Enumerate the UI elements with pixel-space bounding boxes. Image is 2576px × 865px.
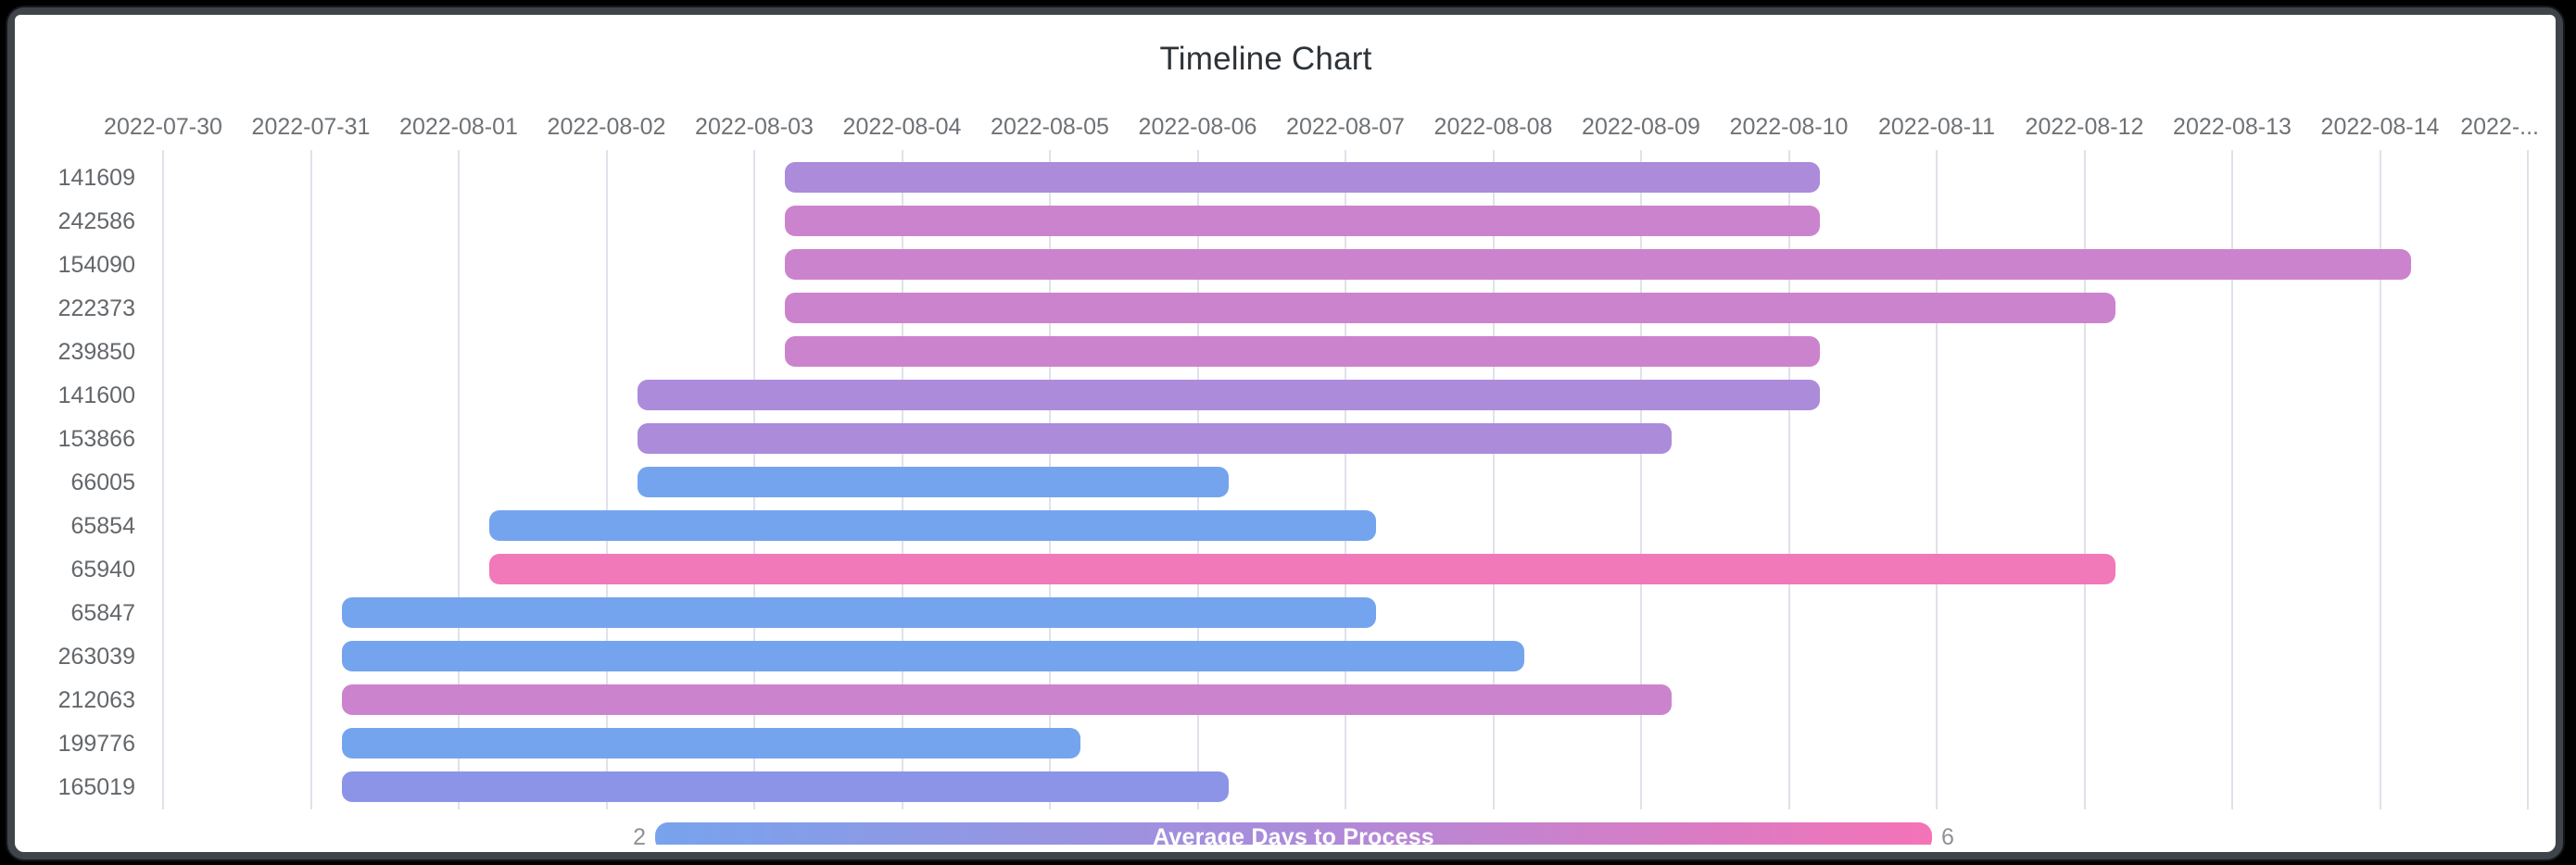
timeline-bar[interactable] bbox=[341, 728, 1081, 758]
y-tick-label: 154090 bbox=[57, 251, 135, 278]
x-gridline bbox=[1640, 150, 1642, 809]
timeline-bar[interactable] bbox=[785, 162, 1820, 193]
x-gridline bbox=[1345, 150, 1346, 809]
x-tick-label: 2022-08-09 bbox=[1582, 114, 1700, 140]
legend-max-label: 6 bbox=[1941, 824, 1954, 845]
y-tick-label: 66005 bbox=[70, 469, 135, 495]
x-gridline bbox=[162, 150, 164, 809]
x-gridline bbox=[1787, 150, 1790, 809]
timeline-bar[interactable] bbox=[341, 597, 1377, 628]
y-tick-label: 141600 bbox=[57, 382, 135, 408]
y-tick-label: 222373 bbox=[57, 295, 135, 321]
timeline-bar[interactable] bbox=[489, 554, 2115, 584]
y-tick-label: 212063 bbox=[57, 686, 135, 713]
y-tick-label: 165019 bbox=[57, 773, 135, 800]
x-tick-label: 2022-08-12 bbox=[2025, 114, 2144, 140]
x-gridline bbox=[2231, 150, 2233, 809]
x-tick-label: 2022-08-05 bbox=[991, 114, 1109, 140]
y-tick-label: 242586 bbox=[57, 207, 135, 234]
x-gridline bbox=[1492, 150, 1495, 809]
y-tick-label: 199776 bbox=[57, 730, 135, 757]
y-tick-label: 65847 bbox=[70, 599, 135, 626]
x-tick-label: 2022-08-03 bbox=[695, 114, 814, 140]
x-tick-label: 2022-08-14 bbox=[2320, 114, 2440, 140]
timeline-bar[interactable] bbox=[785, 249, 2411, 280]
legend-gradient-bar: Average Days to Process bbox=[655, 822, 1932, 845]
x-tick-label: 2022-08-10 bbox=[1729, 114, 1849, 140]
y-tick-label: 153866 bbox=[57, 425, 135, 452]
x-gridline bbox=[1936, 150, 1938, 809]
x-tick-label: 2022-... bbox=[2460, 114, 2539, 140]
y-tick-label: 239850 bbox=[57, 338, 135, 365]
x-tick-label: 2022-07-30 bbox=[104, 114, 222, 140]
timeline-bar[interactable] bbox=[341, 684, 1673, 715]
x-tick-label: 2022-08-13 bbox=[2173, 114, 2292, 140]
y-tick-label: 65940 bbox=[70, 556, 135, 583]
x-tick-label: 2022-08-11 bbox=[1877, 114, 1996, 140]
x-gridline bbox=[2083, 150, 2086, 809]
timeline-bar[interactable] bbox=[489, 510, 1377, 541]
x-gridline bbox=[2379, 150, 2381, 809]
timeline-bar[interactable] bbox=[637, 423, 1673, 454]
y-tick-label: 65854 bbox=[70, 512, 135, 539]
timeline-bar[interactable] bbox=[785, 293, 2115, 323]
x-tick-label: 2022-08-01 bbox=[399, 114, 518, 140]
x-tick-label: 2022-08-02 bbox=[547, 114, 666, 140]
x-gridline bbox=[2527, 150, 2529, 809]
x-tick-label: 2022-08-08 bbox=[1433, 114, 1553, 140]
x-tick-label: 2022-08-04 bbox=[842, 114, 962, 140]
timeline-bar[interactable] bbox=[785, 206, 1820, 236]
legend-title: Average Days to Process bbox=[1153, 824, 1434, 845]
x-tick-label: 2022-08-07 bbox=[1286, 114, 1405, 140]
y-tick-label: 141609 bbox=[57, 164, 135, 191]
x-gridline bbox=[605, 150, 608, 809]
legend-min-label: 2 bbox=[633, 824, 646, 845]
timeline-bar[interactable] bbox=[637, 467, 1229, 497]
chart-card: Timeline Chart 2022-07-30 2022-07-31 2022-… bbox=[15, 15, 2556, 845]
chart-title: Timeline Chart bbox=[1159, 41, 1372, 77]
x-tick-label: 2022-08-06 bbox=[1138, 114, 1257, 140]
y-tick-label: 263039 bbox=[57, 643, 135, 670]
timeline-bar[interactable] bbox=[341, 641, 1524, 671]
x-gridline bbox=[458, 150, 460, 809]
x-gridline bbox=[309, 150, 312, 809]
timeline-bar[interactable] bbox=[785, 336, 1820, 367]
timeline-bar[interactable] bbox=[341, 771, 1229, 802]
x-tick-label: 2022-07-31 bbox=[251, 114, 371, 140]
timeline-bar[interactable] bbox=[637, 380, 1820, 410]
